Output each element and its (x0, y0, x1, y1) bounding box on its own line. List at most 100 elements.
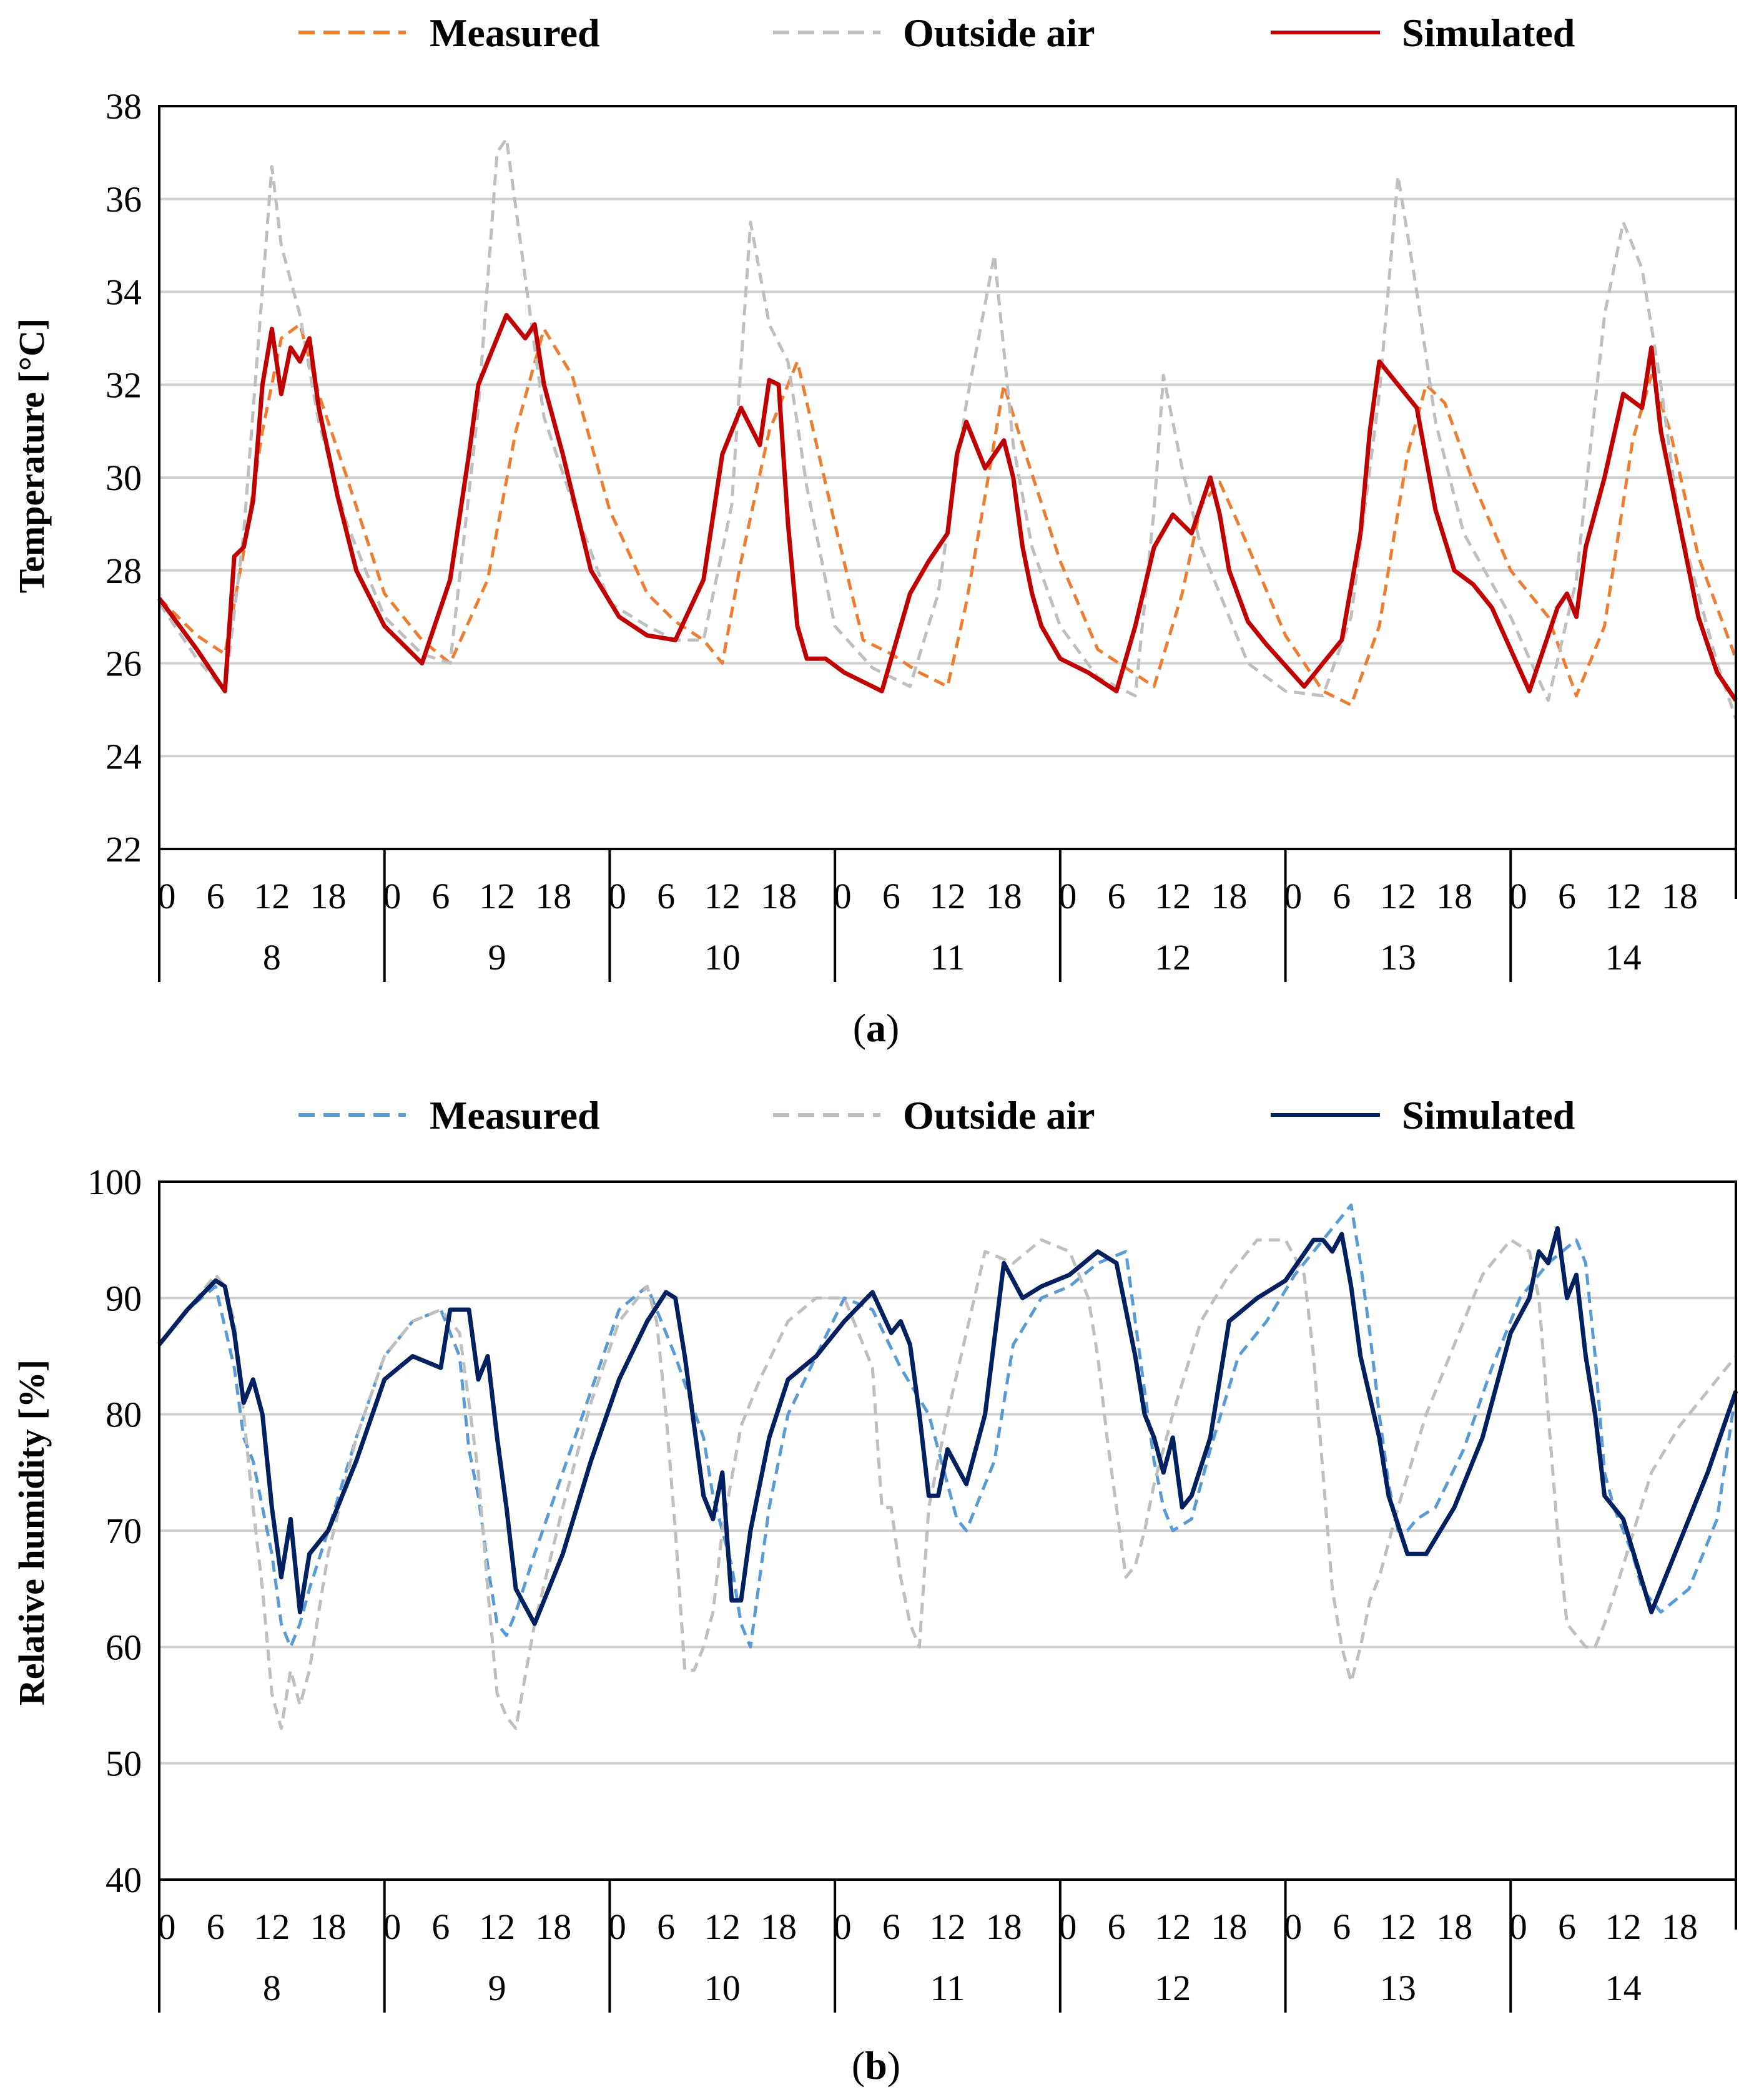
x-hour-label: 12 (1380, 876, 1416, 916)
x-hour-label: 6 (207, 1906, 225, 1947)
x-hour-label: 18 (1211, 1906, 1247, 1947)
x-day-label: 12 (1155, 1968, 1191, 2008)
panel-b-humidity: Measured Outside air Simulated Relative … (11, 1093, 1738, 2088)
legend-label-simulated: Simulated (1402, 1093, 1575, 1137)
x-hour-label: 12 (1380, 1906, 1416, 1947)
gridlines (159, 197, 1736, 758)
y-tick-label: 70 (106, 1511, 142, 1551)
series-lines (157, 1203, 1738, 1730)
y-tick-label: 32 (106, 365, 142, 405)
x-hour-label: 0 (834, 1906, 852, 1947)
legend: Measured Outside air Simulated (298, 1093, 1575, 1137)
x-hour-label: 18 (986, 1906, 1022, 1947)
x-day-label: 12 (1155, 937, 1191, 978)
x-hour-label: 6 (1108, 876, 1126, 916)
x-hour-label: 0 (158, 1906, 176, 1947)
x-hour-label: 12 (704, 876, 741, 916)
x-day-label: 9 (488, 937, 506, 978)
y-tick-label: 80 (106, 1395, 142, 1435)
x-hour-label: 12 (479, 1906, 515, 1947)
y-tick-label: 30 (106, 458, 142, 498)
x-hour-label: 0 (1509, 1906, 1527, 1947)
x-hour-label: 18 (761, 1906, 797, 1947)
plot-area (158, 1180, 1737, 1881)
y-axis-title: Temperature [°C] (11, 318, 52, 593)
x-hour-label: 12 (704, 1906, 741, 1947)
y-tick-label: 36 (106, 179, 142, 220)
y-tick-label: 34 (106, 272, 142, 313)
x-hour-label: 12 (1155, 1906, 1191, 1947)
legend-label-measured: Measured (430, 11, 600, 55)
x-hour-label: 0 (1509, 876, 1527, 916)
x-day-label: 9 (488, 1968, 506, 2008)
x-hour-label: 18 (1436, 1906, 1472, 1947)
x-hour-label: 0 (383, 876, 401, 916)
x-hour-label: 18 (761, 876, 797, 916)
x-hour-label: 6 (657, 876, 675, 916)
y-tick-label: 90 (106, 1278, 142, 1318)
series-outside-air-line (158, 1238, 1737, 1730)
y-tick-labels: 40 50 60 70 80 90 100 (87, 1162, 142, 1900)
x-hour-label: 0 (608, 876, 626, 916)
x-hour-label: 12 (1605, 1906, 1642, 1947)
x-hour-label: 6 (1558, 1906, 1576, 1947)
x-hour-label: 12 (254, 876, 290, 916)
series-measured-line (158, 323, 1738, 707)
legend-label-outside-air: Outside air (903, 1093, 1095, 1137)
x-hour-label: 12 (479, 876, 515, 916)
x-hour-label: 0 (158, 876, 176, 916)
x-hour-label: 18 (1662, 1906, 1698, 1947)
x-hour-label: 18 (1662, 876, 1698, 916)
series-lines (157, 137, 1738, 720)
x-hour-label: 6 (882, 1906, 900, 1947)
x-day-label: 10 (704, 1968, 741, 2008)
series-simulated-line (157, 313, 1738, 702)
x-hour-label: 0 (608, 1906, 626, 1947)
panel-a-temperature: Measured Outside air Simulated Temperatu… (11, 11, 1738, 1050)
series-outside-air-line (157, 137, 1738, 720)
panel-label: b (865, 2043, 887, 2088)
x-day-label: 8 (263, 1968, 281, 2008)
x-hour-label: 18 (1211, 876, 1247, 916)
x-hour-label: 6 (207, 876, 225, 916)
y-tick-label: 100 (87, 1162, 142, 1202)
y-axis-title: Relative humidity [%] (11, 1360, 52, 1705)
x-hour-label: 12 (1605, 876, 1642, 916)
x-day-label: 13 (1380, 937, 1416, 978)
legend-label-measured: Measured (430, 1093, 600, 1137)
x-hour-label: 0 (383, 1906, 401, 1947)
panel-label: a (866, 1006, 886, 1050)
x-hour-label: 0 (1284, 1906, 1302, 1947)
x-hour-label: 6 (1333, 876, 1351, 916)
x-hour-label: 18 (535, 876, 571, 916)
x-hour-label: 18 (1436, 876, 1472, 916)
y-tick-label: 26 (106, 644, 142, 684)
y-tick-labels: 22 24 26 28 30 32 34 36 38 (106, 86, 142, 870)
x-day-label: 11 (930, 937, 965, 978)
x-day-label: 11 (930, 1968, 965, 2008)
x-hour-label: 18 (310, 876, 347, 916)
x-hour-label: 6 (431, 1906, 450, 1947)
x-hour-label: 6 (431, 876, 450, 916)
panel-caption: (b) (852, 2043, 900, 2088)
x-hour-label: 6 (1558, 876, 1576, 916)
x-hour-label: 18 (535, 1906, 571, 1947)
x-hour-label: 0 (1058, 1906, 1076, 1947)
x-day-label: 13 (1380, 1968, 1416, 2008)
series-simulated-line (157, 1226, 1738, 1626)
x-day-label: 8 (263, 937, 281, 978)
x-hour-label: 0 (834, 876, 852, 916)
y-tick-label: 40 (106, 1860, 142, 1900)
x-hour-label: 12 (930, 1906, 966, 1947)
y-tick-label: 28 (106, 551, 142, 591)
y-tick-label: 60 (106, 1627, 142, 1667)
legend-label-outside-air: Outside air (903, 11, 1095, 55)
legend-label-simulated: Simulated (1402, 11, 1575, 55)
x-hour-label: 6 (882, 876, 900, 916)
x-hour-label: 12 (930, 876, 966, 916)
x-hour-label: 0 (1284, 876, 1302, 916)
panel-caption: (a) (853, 1006, 900, 1050)
legend: Measured Outside air Simulated (298, 11, 1575, 55)
